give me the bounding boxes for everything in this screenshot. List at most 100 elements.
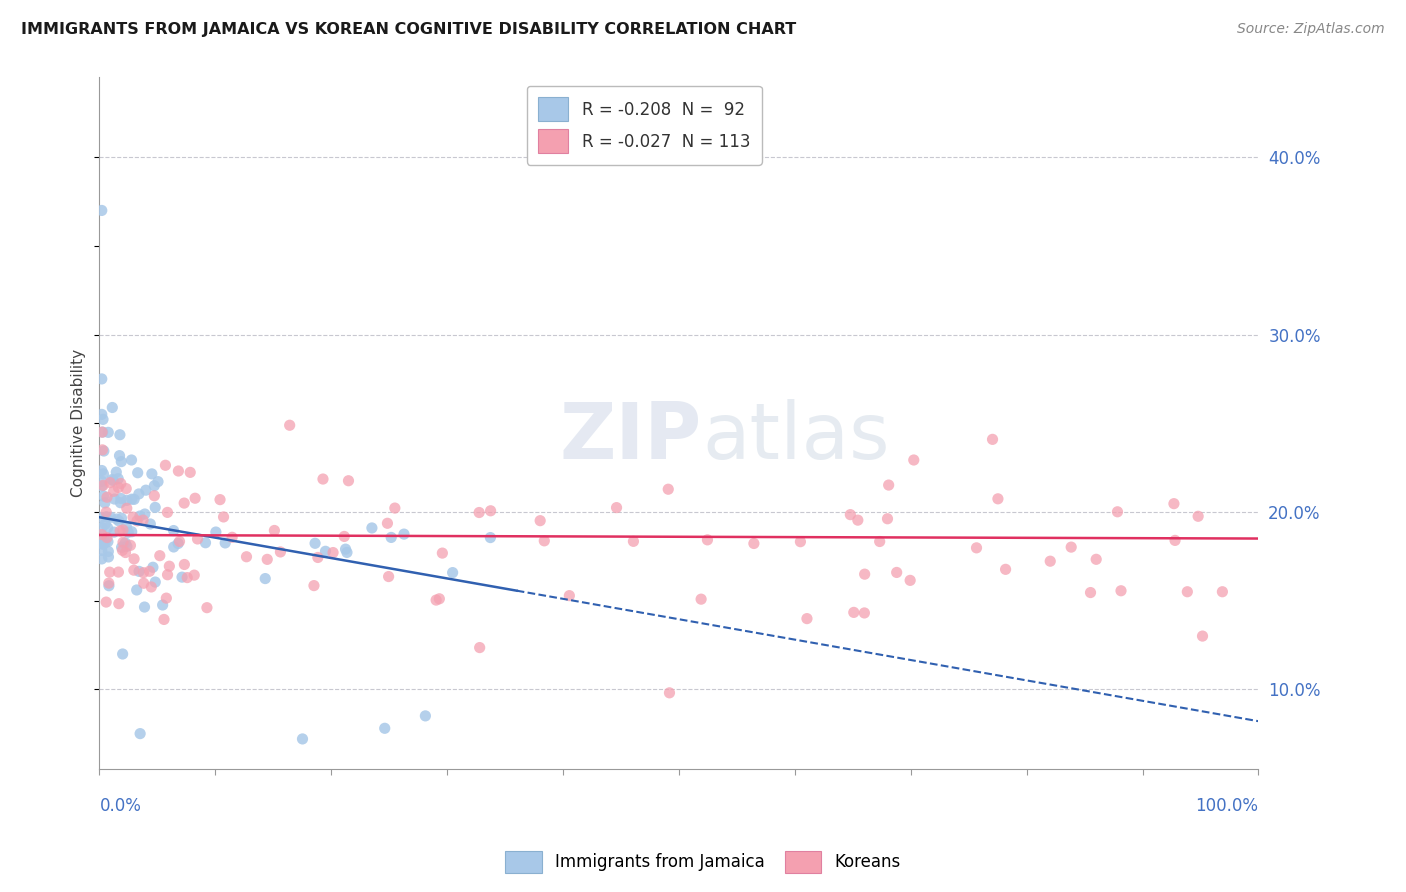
Point [97,576,120,591]
Point [173,496,195,510]
Point [96,505,118,519]
Point [91,425,114,439]
Point [143,489,166,503]
Point [108,449,131,463]
Point [384,501,406,516]
Point [846,513,869,527]
Point [110,496,132,510]
Point [1164,533,1187,548]
Point [335,542,357,557]
Point [108,524,131,538]
Point [606,500,628,515]
Point [1109,583,1132,598]
Point [128,565,150,579]
Point [690,592,713,607]
Point [186,532,208,546]
Point [441,566,464,580]
Point [90,372,112,386]
Text: 0.0%: 0.0% [100,797,142,814]
Point [312,472,335,486]
Point [742,536,765,550]
Point [1191,629,1213,643]
Point [1187,509,1209,524]
Point [110,476,132,491]
Point [1175,584,1198,599]
Point [94,517,117,532]
Point [796,612,818,626]
Point [1085,552,1108,566]
Point [468,640,491,655]
Point [129,726,152,740]
Point [90,527,112,541]
Point [127,514,149,528]
Point [657,482,679,496]
Point [162,524,184,538]
Point [877,478,900,492]
Point [853,606,876,620]
Point [91,442,114,457]
Point [110,455,132,469]
Point [876,512,898,526]
Point [432,546,454,560]
Text: Source: ZipAtlas.com: Source: ZipAtlas.com [1237,22,1385,37]
Point [93,489,115,503]
Point [108,597,131,611]
Point [143,575,166,590]
Point [132,576,155,591]
Point [90,536,112,550]
Point [302,579,325,593]
Point [138,564,160,578]
Point [377,516,399,531]
Point [101,473,124,487]
Point [142,560,165,574]
Point [96,509,118,524]
Point [1107,505,1129,519]
Point [93,444,115,458]
Text: IMMIGRANTS FROM JAMAICA VS KOREAN COGNITIVE DISABILITY CORRELATION CHART: IMMIGRANTS FROM JAMAICA VS KOREAN COGNIT… [21,22,796,37]
Point [425,593,447,607]
Point [90,474,112,488]
Point [107,481,129,495]
Point [90,203,112,218]
Point [377,569,399,583]
Point [176,571,198,585]
Point [91,537,114,551]
Point [114,536,136,550]
Point [1039,554,1062,568]
Point [107,565,129,579]
Point [479,504,502,518]
Point [103,474,125,488]
Point [90,463,112,477]
Point [1163,497,1185,511]
Point [886,566,908,580]
Point [269,545,291,559]
Point [93,467,115,481]
Point [235,549,257,564]
Point [121,492,143,507]
Point [307,550,329,565]
Point [156,567,179,582]
Point [108,427,131,442]
Point [134,600,156,615]
Point [254,572,277,586]
Point [981,433,1004,447]
Point [533,533,555,548]
Point [98,475,121,490]
Point [994,562,1017,576]
Point [167,464,190,478]
Point [789,534,811,549]
Point [91,478,114,492]
Point [135,483,157,498]
Point [839,508,862,522]
Text: 100.0%: 100.0% [1195,797,1258,814]
Point [195,600,218,615]
Point [97,521,120,535]
Point [291,731,314,746]
Point [141,580,163,594]
Point [143,479,166,493]
Point [115,493,138,508]
Point [122,510,145,524]
Point [380,530,402,544]
Point [90,510,112,524]
Point [157,559,180,574]
